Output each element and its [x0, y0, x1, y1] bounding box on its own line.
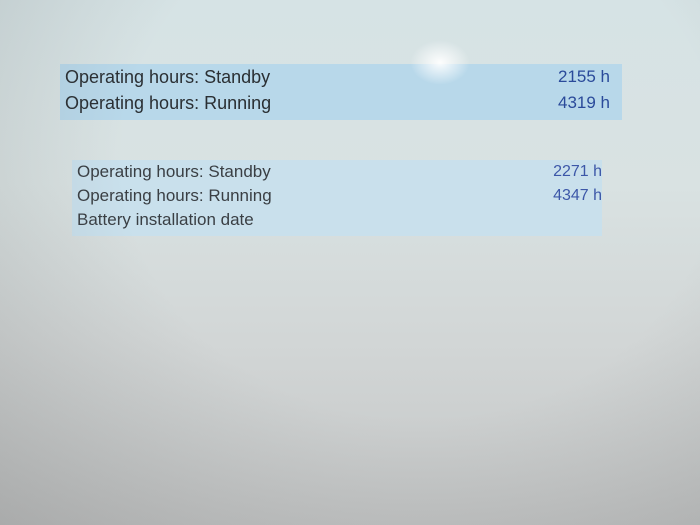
running-hours-row: Operating hours: Running 4347 h	[72, 184, 602, 208]
row-value: 4319 h	[558, 93, 610, 112]
row-label: Battery installation date	[77, 210, 254, 229]
operating-hours-panel-2: Operating hours: Standby 2271 h Operatin…	[72, 160, 602, 236]
standby-hours-row: Operating hours: Standby 2271 h	[72, 160, 602, 184]
standby-hours-row: Operating hours: Standby 2155 h	[60, 64, 622, 90]
row-label: Operating hours: Standby	[65, 67, 271, 87]
row-label: Operating hours: Standby	[77, 162, 271, 181]
row-label: Operating hours: Running	[65, 93, 272, 113]
running-hours-row: Operating hours: Running 4319 h	[60, 90, 622, 116]
battery-installation-date-row: Battery installation date	[72, 208, 602, 232]
row-label: Operating hours: Running	[77, 186, 272, 205]
row-value: 2155 h	[558, 67, 610, 86]
row-value: 4347 h	[553, 187, 602, 204]
row-value: 2271 h	[553, 163, 602, 180]
operating-hours-panel-1: Operating hours: Standby 2155 h Operatin…	[60, 64, 622, 120]
